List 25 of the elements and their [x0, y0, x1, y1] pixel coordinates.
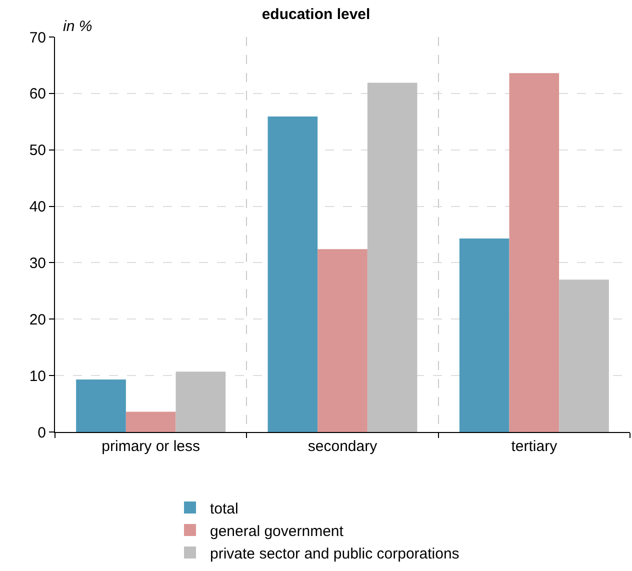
y-tick-label: 70 — [29, 29, 46, 46]
bar — [76, 380, 126, 432]
y-tick-label: 50 — [29, 142, 46, 160]
chart-title: education level — [262, 6, 370, 24]
bar — [559, 280, 609, 432]
y-tick-label: 10 — [29, 368, 46, 385]
y-tick-label: 40 — [29, 198, 46, 216]
y-tick-label: 0 — [38, 424, 46, 442]
x-tick-label: primary or less — [102, 438, 200, 455]
bar — [268, 116, 318, 432]
legend-label: general government — [210, 522, 344, 540]
bar — [459, 238, 510, 432]
bar — [318, 249, 368, 432]
bar — [509, 73, 560, 432]
x-tick-label: secondary — [308, 438, 378, 455]
bar — [367, 82, 418, 432]
bar — [176, 372, 226, 432]
y-tick-label: 30 — [29, 254, 46, 272]
x-tick-label: tertiary — [511, 438, 558, 455]
y-tick-label: 60 — [29, 86, 46, 103]
legend-label: total — [210, 500, 238, 518]
bar — [126, 412, 176, 432]
y-axis-title: in % — [63, 18, 92, 35]
legend-label: private sector and public corporations — [210, 545, 460, 562]
y-tick-label: 20 — [29, 311, 46, 328]
